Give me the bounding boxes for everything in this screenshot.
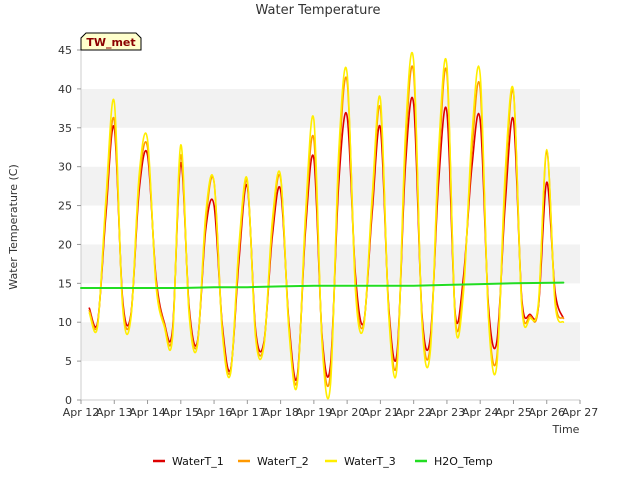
y-tick-label: 35 (58, 122, 72, 135)
x-axis-title: Time (552, 423, 580, 436)
y-tick-label: 5 (65, 355, 72, 368)
x-tick-label: Apr 12 (63, 406, 100, 419)
y-tick-label: 20 (58, 238, 72, 251)
y-tick-label: 40 (58, 83, 72, 96)
x-tick-label: Apr 16 (196, 406, 233, 419)
x-tick-label: Apr 24 (462, 406, 499, 419)
y-tick-label: 10 (58, 316, 72, 329)
plot-band (81, 166, 580, 206)
y-tick-label: 15 (58, 277, 72, 290)
legend: WaterT_1 WaterT_2 WaterT_3 H2O_Temp (153, 455, 493, 468)
series-line-watert-3 (88, 52, 565, 400)
y-tick-label: 30 (58, 161, 72, 174)
legend-label: WaterT_2 (257, 455, 309, 468)
plot-band (81, 283, 580, 323)
legend-label: WaterT_3 (344, 455, 396, 468)
x-tick-label: Apr 17 (229, 406, 266, 419)
series-line-h2o-temp (80, 281, 565, 289)
x-tick-label: Apr 18 (262, 406, 299, 419)
badge-label: TW_met (86, 36, 135, 49)
y-axis-ticks: 0 5 10 15 20 25 30 35 40 45 (58, 44, 81, 407)
plot-band (81, 244, 580, 284)
x-tick-label: Apr 15 (163, 406, 200, 419)
x-tick-label: Apr 23 (429, 406, 466, 419)
x-tick-label: Apr 21 (362, 406, 399, 419)
y-tick-label: 25 (58, 200, 72, 213)
x-tick-label: Apr 14 (129, 406, 166, 419)
x-tick-label: Apr 19 (296, 406, 333, 419)
legend-label: H2O_Temp (434, 455, 493, 468)
plot-background-bands (81, 50, 580, 400)
y-tick-label: 45 (58, 44, 72, 57)
badge-box (80, 32, 142, 51)
x-tick-label: Apr 22 (395, 406, 432, 419)
chart-title: Water Temperature (256, 3, 381, 18)
plot-band (81, 50, 580, 89)
plot-band (81, 88, 580, 128)
x-tick-label: Apr 25 (495, 406, 532, 419)
series-lines (80, 52, 565, 400)
legend-label: WaterT_1 (172, 455, 224, 468)
plot-band (81, 205, 580, 245)
x-tick-label: Apr 20 (329, 406, 366, 419)
x-tick-label: Apr 26 (528, 406, 565, 419)
y-axis-title: Water Temperature (C) (7, 164, 20, 289)
x-tick-label: Apr 13 (96, 406, 133, 419)
x-tick-label: Apr 27 (562, 406, 599, 419)
plot-band (81, 127, 580, 167)
y-tick-label: 0 (65, 394, 72, 407)
tw-met-badge: TW_met (80, 32, 142, 51)
